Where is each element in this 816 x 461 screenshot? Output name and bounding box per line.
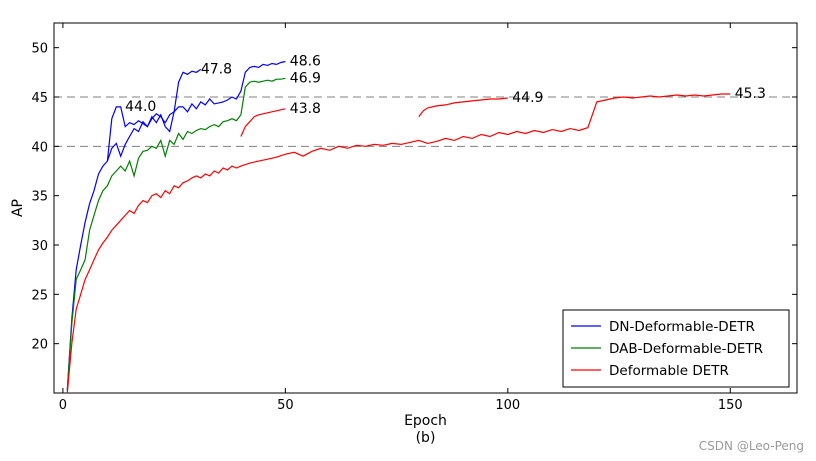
- annotation-5: 44.9: [512, 90, 543, 106]
- y-tick-label-35: 35: [31, 190, 48, 205]
- y-tick-label-20: 20: [31, 338, 48, 353]
- annotation-1: 47.8: [201, 61, 232, 77]
- watermark: CSDN @Leo-Peng: [698, 439, 804, 453]
- x-tick-label-100: 100: [495, 398, 520, 413]
- annotation-4: 43.8: [290, 101, 321, 117]
- annotation-6: 45.3: [735, 86, 766, 102]
- legend-label-dab-deformable-detr: DAB-Deformable-DETR: [609, 341, 763, 357]
- legend-label-deformable-detr: Deformable DETR: [609, 363, 729, 379]
- annotation-2: 48.6: [290, 53, 321, 69]
- y-tick-label-40: 40: [31, 140, 48, 155]
- y-tick-label-30: 30: [31, 239, 48, 254]
- annotation-0: 44.0: [125, 99, 156, 115]
- legend-box: [562, 309, 790, 388]
- legend-label-dn-deformable-detr: DN-Deformable-DETR: [609, 319, 755, 335]
- y-tick-label-45: 45: [31, 91, 48, 106]
- y-axis-title: AP: [10, 199, 26, 217]
- series-line-dab-deformable-detr-2: [66, 77, 286, 392]
- series-line-deformable-detr-4: [240, 108, 286, 137]
- x-axis-subtitle: (b): [416, 430, 436, 446]
- x-tick-label-0: 0: [59, 398, 67, 413]
- series-line-dn-deformable-detr-0: [66, 60, 286, 391]
- annotation-3: 46.9: [290, 70, 321, 86]
- y-tick-label-50: 50: [31, 42, 48, 57]
- series-line-deformable-detr-5: [418, 97, 508, 118]
- x-axis-title: Epoch: [404, 413, 447, 429]
- x-tick-label-50: 50: [277, 398, 294, 413]
- series-line-dn-deformable-detr-1: [106, 68, 202, 162]
- x-tick-label-150: 150: [718, 398, 743, 413]
- series-line-deformable-detr-3: [66, 93, 731, 393]
- y-tick-label-25: 25: [31, 288, 48, 303]
